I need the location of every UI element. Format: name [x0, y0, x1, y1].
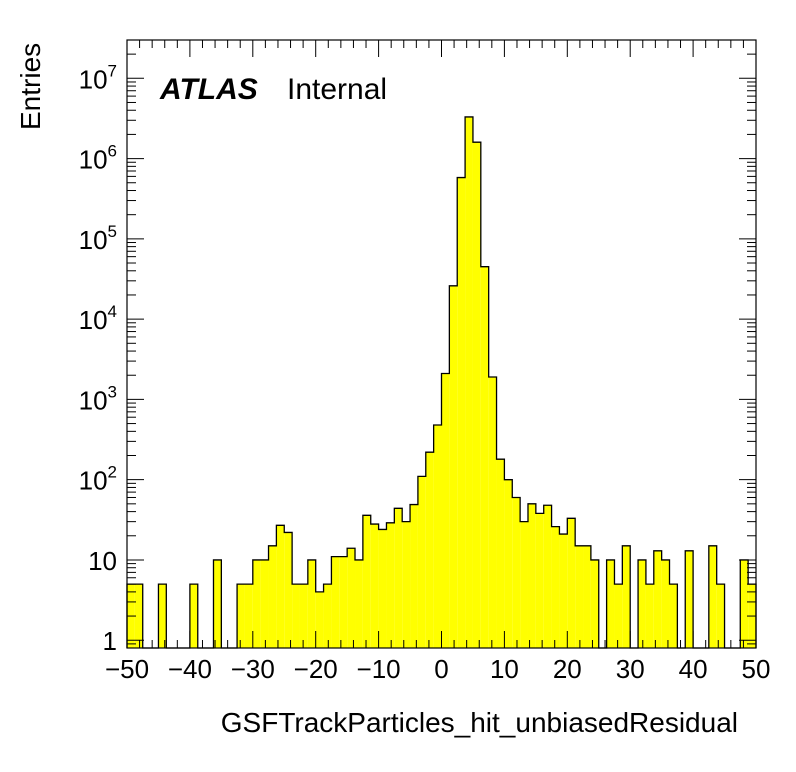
histogram-bar	[606, 559, 615, 648]
histogram-bar	[386, 522, 395, 648]
x-tick-label: 10	[490, 654, 519, 684]
histogram-bar	[527, 503, 536, 648]
histogram-bar	[567, 518, 576, 648]
x-tick-label: 20	[553, 654, 582, 684]
histogram-bar	[543, 505, 552, 648]
histogram-bar	[653, 550, 662, 648]
y-tick-label: 10	[88, 546, 117, 576]
histogram-bar	[449, 285, 458, 648]
histogram-bar	[645, 584, 654, 648]
experiment-label: ATLAS	[159, 73, 258, 106]
x-tick-label: −50	[105, 654, 149, 684]
x-tick-label: 0	[434, 654, 448, 684]
histogram-bar	[575, 545, 584, 648]
x-tick-label: −10	[357, 654, 401, 684]
histogram-bar	[189, 584, 198, 648]
histogram-bar	[708, 545, 717, 648]
histogram-outline	[126, 116, 757, 649]
histogram-bar	[347, 548, 356, 648]
histogram-bar	[622, 545, 631, 648]
histogram-bar	[370, 524, 379, 648]
histogram-bar	[488, 377, 497, 648]
y-axis-title: Entries	[15, 43, 46, 130]
y-tick-label: 102	[79, 463, 117, 496]
histogram-bar	[323, 584, 332, 648]
histogram-bar	[158, 584, 167, 648]
x-axis-title: GSFTrackParticles_hit_unbiasedResidual	[221, 707, 738, 738]
histogram-bar	[299, 584, 308, 648]
histogram-bar	[417, 476, 426, 648]
x-tick-label: −40	[168, 654, 212, 684]
histogram-bar	[425, 452, 434, 648]
x-tick-label: −30	[231, 654, 275, 684]
status-label: Internal	[287, 73, 387, 106]
x-tick-label: 30	[616, 654, 645, 684]
x-tick-label: 50	[742, 654, 771, 684]
histogram-bar	[661, 559, 670, 648]
histogram-bar	[559, 534, 568, 648]
histogram-bar	[213, 559, 222, 648]
histogram-bar	[512, 497, 521, 648]
y-tick-label: 105	[79, 222, 117, 255]
histogram-bar	[614, 584, 623, 648]
x-tick-label: −20	[294, 654, 338, 684]
histogram-bar	[339, 556, 348, 648]
histogram-bar	[472, 142, 481, 648]
axis-ticks	[126, 39, 757, 649]
histogram-bar	[433, 424, 442, 648]
histogram-bar	[496, 459, 505, 648]
histogram-bar	[237, 584, 245, 648]
histogram-bar	[331, 556, 340, 648]
histogram-bar	[378, 529, 387, 648]
histogram-bar	[457, 177, 466, 648]
histogram-bar	[402, 521, 411, 648]
histogram-bar	[504, 479, 513, 648]
y-tick-labels: 1 10 102 103 104 105 106 107	[79, 61, 117, 656]
histogram-bar	[307, 559, 316, 648]
histogram-bar	[520, 521, 528, 648]
y-tick-label: 103	[79, 382, 117, 415]
histogram-bar	[276, 525, 285, 648]
histogram-bar	[355, 559, 363, 648]
histogram-bar	[669, 584, 678, 648]
histogram-bar	[535, 513, 544, 648]
histogram-bar	[638, 559, 646, 648]
histogram-bars	[126, 116, 757, 649]
histogram-bar	[134, 584, 143, 648]
histogram-bar	[244, 584, 253, 648]
histogram-bar	[551, 526, 560, 648]
histogram-bar	[260, 559, 269, 648]
histogram-bar	[583, 545, 591, 648]
histogram-bar	[480, 266, 489, 648]
histogram-bar	[465, 116, 473, 648]
histogram-bar	[268, 545, 277, 648]
x-tick-label: 40	[679, 654, 708, 684]
histogram-bar	[292, 584, 300, 648]
y-tick-label: 107	[79, 61, 117, 94]
x-tick-labels: −50 −40 −30 −20 −10 0 10 20 30 40 50	[105, 654, 771, 684]
y-tick-label: 106	[79, 142, 117, 175]
histogram-bar	[716, 584, 725, 648]
histogram-bar	[410, 504, 418, 648]
histogram-bar	[362, 515, 371, 648]
histogram-bar	[590, 559, 599, 648]
histogram-bar	[394, 508, 403, 648]
histogram-bar	[441, 373, 450, 648]
histogram-bar	[685, 550, 694, 648]
y-tick-label: 1	[103, 626, 117, 656]
histogram-bar	[740, 559, 749, 648]
histogram-bar	[252, 559, 261, 648]
y-tick-label: 104	[79, 302, 117, 335]
histogram-bar	[315, 591, 324, 648]
histogram-bar	[284, 532, 293, 648]
